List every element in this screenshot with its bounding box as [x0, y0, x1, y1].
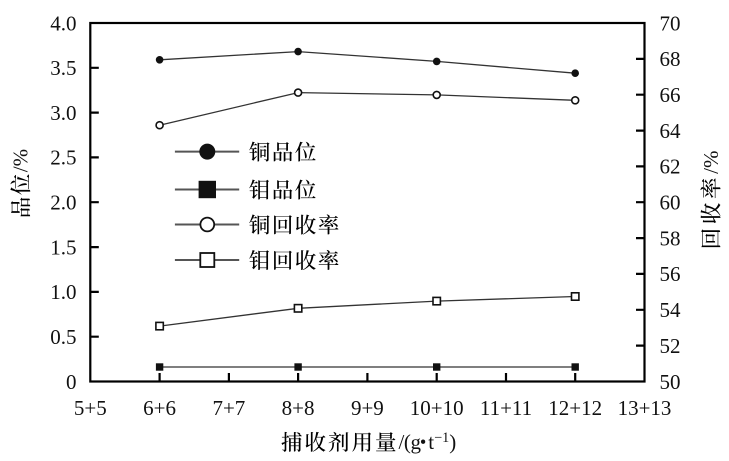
svg-text:/(g: /(g	[399, 430, 422, 454]
svg-text:/%: /%	[9, 149, 33, 172]
svg-text:6+6: 6+6	[143, 396, 176, 420]
svg-text:0: 0	[66, 370, 77, 394]
svg-text:2.5: 2.5	[50, 146, 76, 170]
svg-text:0.5: 0.5	[50, 325, 76, 349]
svg-text:66: 66	[660, 83, 681, 107]
svg-text:60: 60	[660, 191, 681, 215]
svg-text:/%: /%	[699, 150, 723, 173]
svg-text:11+11: 11+11	[480, 396, 532, 420]
svg-text:70: 70	[660, 11, 681, 35]
svg-text:12+12: 12+12	[548, 396, 602, 420]
svg-text:2.0: 2.0	[50, 191, 76, 215]
svg-text:5+5: 5+5	[74, 396, 107, 420]
svg-text:54: 54	[660, 298, 682, 322]
svg-text:9+9: 9+9	[351, 396, 384, 420]
svg-text:64: 64	[660, 119, 682, 143]
svg-text:1.0: 1.0	[50, 280, 76, 304]
svg-text:62: 62	[660, 155, 681, 179]
svg-text:3.5: 3.5	[50, 56, 76, 80]
svg-text:52: 52	[660, 334, 681, 358]
svg-text:68: 68	[660, 47, 681, 71]
svg-text:56: 56	[660, 262, 681, 286]
svg-text:1.5: 1.5	[50, 235, 76, 259]
svg-text:50: 50	[660, 370, 681, 394]
svg-text:7+7: 7+7	[212, 396, 245, 420]
svg-text:58: 58	[660, 226, 681, 250]
svg-text:t−1): t−1)	[428, 430, 456, 454]
svg-text:4.0: 4.0	[50, 11, 76, 35]
svg-text:13+13: 13+13	[618, 396, 672, 420]
svg-text:10+10: 10+10	[410, 396, 464, 420]
svg-text:3.0: 3.0	[50, 101, 76, 125]
svg-text:8+8: 8+8	[282, 396, 315, 420]
